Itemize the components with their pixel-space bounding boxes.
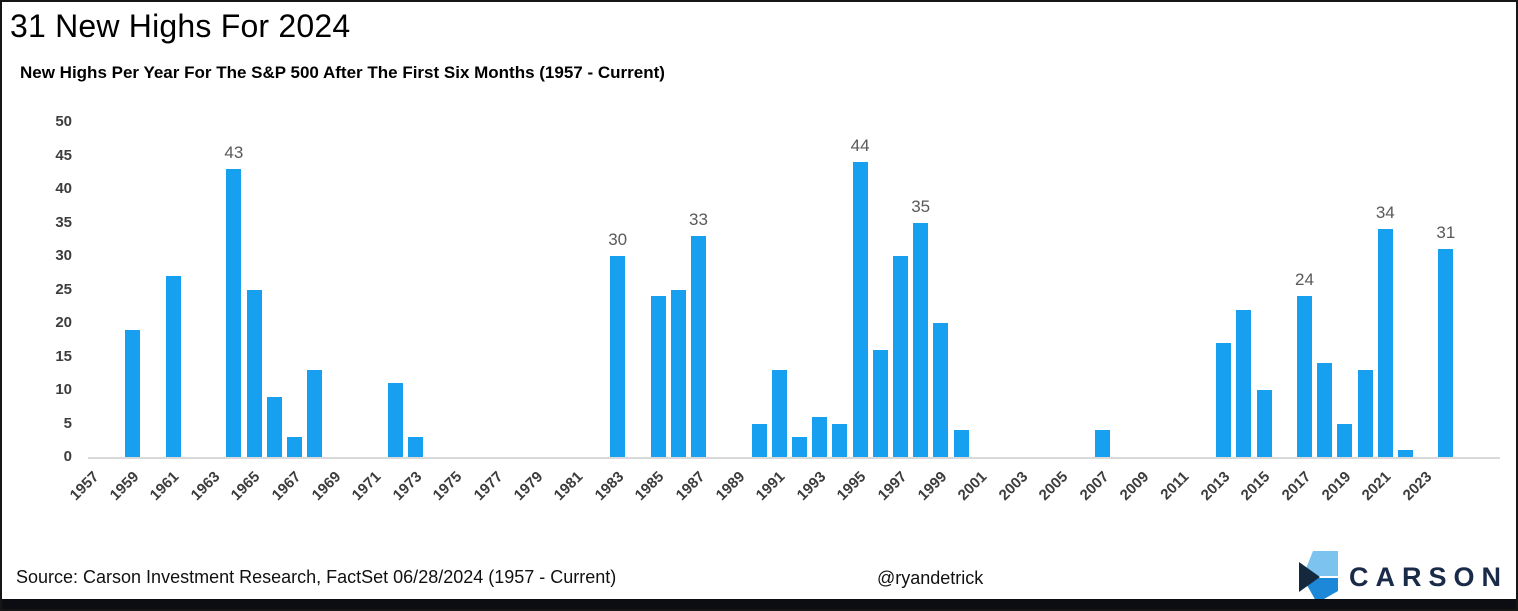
- x-tick-1999: 1999: [914, 468, 951, 504]
- bar-1998: [913, 222, 929, 457]
- x-tick-1993: 1993: [793, 468, 830, 504]
- y-tick-15: 15: [55, 347, 72, 365]
- bar-1997: [893, 256, 908, 457]
- x-tick-1991: 1991: [752, 468, 789, 504]
- bar-2014: [1236, 309, 1252, 457]
- x-tick-1967: 1967: [268, 468, 304, 504]
- page-title: 31 New Highs For 2024: [10, 8, 351, 44]
- bar-1985: [650, 296, 666, 457]
- bar-2000: [953, 430, 969, 457]
- bottom-accent-bar: [2, 599, 1516, 609]
- bar-1990: [751, 423, 767, 457]
- bar-2015: [1256, 390, 1272, 457]
- bar-1973: [408, 436, 424, 457]
- bar-value-label-1987: 33: [689, 209, 708, 229]
- bar-value-label-1995: 44: [850, 136, 870, 156]
- bar-value-label-1964: 43: [224, 142, 244, 162]
- bar-1964: [226, 168, 242, 457]
- x-tick-1961: 1961: [146, 468, 183, 504]
- y-tick-40: 40: [55, 180, 72, 197]
- bar-2024: [1438, 249, 1454, 457]
- carson-logo-text: CARSON: [1349, 562, 1509, 592]
- bar-1995: [852, 162, 868, 457]
- bar-value-label-1983: 30: [608, 230, 628, 249]
- bar-value-label-2021: 34: [1375, 203, 1395, 223]
- y-tick-30: 30: [55, 247, 72, 264]
- bar-2007: [1095, 430, 1110, 457]
- x-tick-1989: 1989: [712, 468, 749, 504]
- x-tick-1969: 1969: [308, 468, 345, 504]
- bar-2013: [1216, 343, 1232, 457]
- x-tick-1985: 1985: [631, 468, 668, 504]
- x-tick-1971: 1971: [348, 468, 385, 504]
- y-tick-25: 25: [55, 280, 72, 298]
- x-tick-1973: 1973: [389, 468, 426, 504]
- x-tick-1979: 1979: [510, 468, 547, 504]
- bar-2020: [1357, 369, 1373, 457]
- x-tick-1983: 1983: [591, 468, 628, 504]
- x-tick-1965: 1965: [227, 468, 264, 504]
- x-tick-2015: 2015: [1237, 468, 1274, 504]
- y-tick-45: 45: [55, 146, 72, 164]
- bar-2018: [1317, 363, 1333, 457]
- x-axis-line: [88, 457, 1500, 459]
- x-tick-2009: 2009: [1116, 468, 1153, 504]
- bar-2019: [1337, 423, 1353, 457]
- chart-subtitle: New Highs Per Year For The S&P 500 After…: [20, 63, 665, 82]
- y-tick-10: 10: [55, 381, 72, 398]
- bar-1993: [812, 416, 828, 457]
- bar-1987: [691, 235, 706, 457]
- bar-1967: [287, 436, 302, 457]
- carson-logo: CARSON: [1298, 551, 1504, 603]
- x-tick-1997: 1997: [874, 468, 910, 504]
- x-tick-1959: 1959: [106, 468, 143, 504]
- bar-1983: [610, 256, 626, 457]
- bar-1961: [165, 276, 181, 457]
- x-tick-2007: 2007: [1076, 468, 1112, 504]
- x-tick-2001: 2001: [954, 468, 991, 504]
- x-tick-1963: 1963: [187, 468, 224, 504]
- x-tick-1995: 1995: [833, 468, 870, 504]
- bar-2022: [1398, 450, 1413, 457]
- x-tick-2013: 2013: [1197, 468, 1234, 504]
- y-tick-0: 0: [63, 448, 72, 465]
- x-tick-2023: 2023: [1399, 468, 1436, 504]
- y-tick-50: 50: [55, 113, 72, 130]
- bar-1965: [246, 289, 262, 457]
- bar-1959: [125, 329, 141, 457]
- x-tick-2017: 2017: [1278, 468, 1314, 504]
- carson-logo-icon: [1299, 551, 1338, 603]
- bar-value-label-2017: 24: [1295, 270, 1314, 290]
- bar-value-label-1998: 35: [911, 196, 931, 216]
- bar-1996: [872, 349, 888, 457]
- bar-1999: [933, 323, 949, 457]
- x-tick-2005: 2005: [1035, 468, 1072, 504]
- bar-1992: [792, 436, 807, 457]
- bar-1972: [388, 383, 403, 457]
- x-tick-1987: 1987: [672, 468, 708, 504]
- bar-value-label-2024: 31: [1436, 223, 1456, 243]
- x-tick-1975: 1975: [429, 468, 466, 504]
- bar-1986: [670, 289, 686, 457]
- bar-1966: [266, 396, 282, 457]
- bar-2021: [1377, 229, 1393, 457]
- x-tick-2011: 2011: [1157, 468, 1193, 504]
- twitter-handle: @ryandetrick: [877, 568, 984, 588]
- y-tick-5: 5: [63, 414, 72, 432]
- x-tick-2003: 2003: [995, 468, 1032, 504]
- x-tick-1981: 1981: [550, 468, 587, 504]
- source-text: Source: Carson Investment Research, Fact…: [16, 567, 617, 587]
- x-tick-2021: 2021: [1358, 468, 1395, 504]
- x-tick-1977: 1977: [470, 468, 506, 504]
- x-tick-1957: 1957: [66, 468, 102, 504]
- bar-1991: [771, 369, 787, 457]
- bar-2017: [1297, 296, 1312, 457]
- y-tick-35: 35: [55, 213, 72, 231]
- bar-1994: [832, 423, 848, 457]
- y-tick-20: 20: [55, 314, 72, 331]
- x-tick-2019: 2019: [1318, 468, 1355, 504]
- bar-1968: [307, 369, 323, 457]
